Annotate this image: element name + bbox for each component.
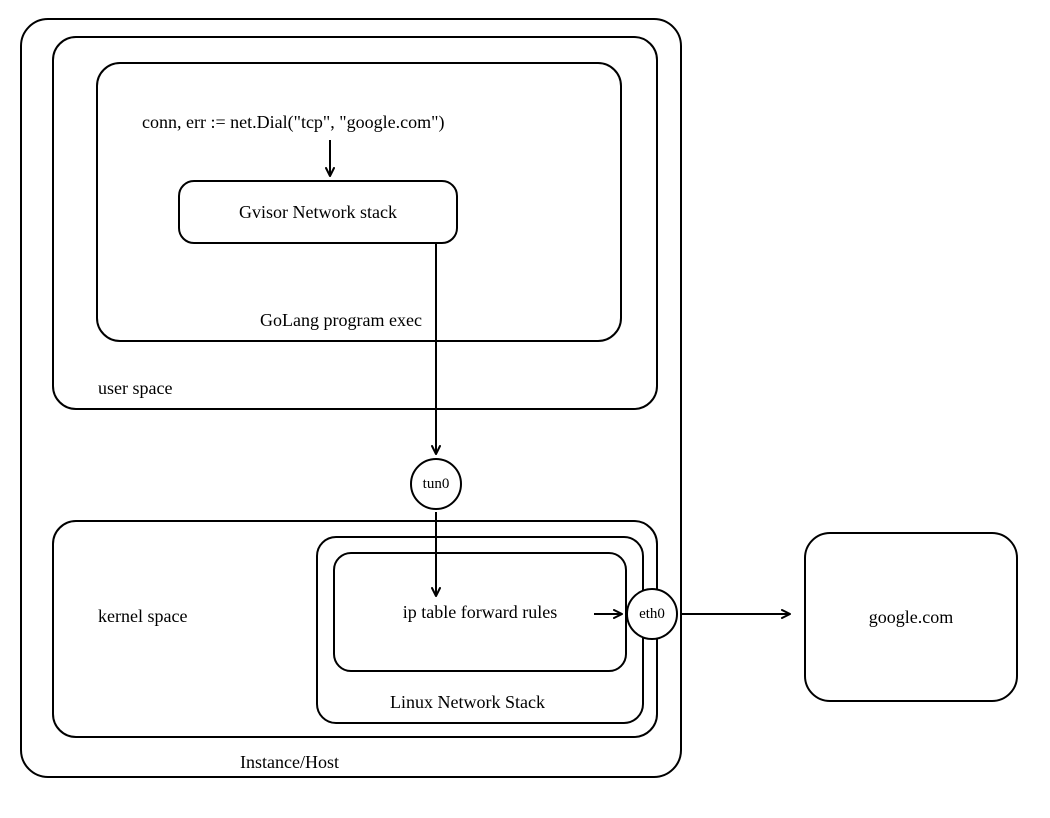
user-space-label: user space: [98, 378, 172, 399]
google-box: google.com: [804, 532, 1018, 702]
tun0-label: tun0: [423, 476, 450, 493]
linux-stack-label: Linux Network Stack: [390, 692, 545, 713]
google-label: google.com: [869, 607, 953, 628]
kernel-space-label: kernel space: [98, 606, 187, 627]
diagram-canvas: conn, err := net.Dial("tcp", "google.com…: [0, 0, 1050, 818]
tun0-node: tun0: [410, 458, 462, 510]
iptables-label: ip table forward rules: [403, 602, 557, 623]
eth0-node: eth0: [626, 588, 678, 640]
gvisor-stack-label: Gvisor Network stack: [239, 202, 397, 223]
instance-host-label: Instance/Host: [240, 752, 339, 773]
iptables-box: ip table forward rules: [333, 552, 627, 672]
code-line-text: conn, err := net.Dial("tcp", "google.com…: [142, 112, 444, 133]
golang-exec-label: GoLang program exec: [260, 310, 422, 331]
eth0-label: eth0: [639, 606, 665, 623]
gvisor-stack-box: Gvisor Network stack: [178, 180, 458, 244]
